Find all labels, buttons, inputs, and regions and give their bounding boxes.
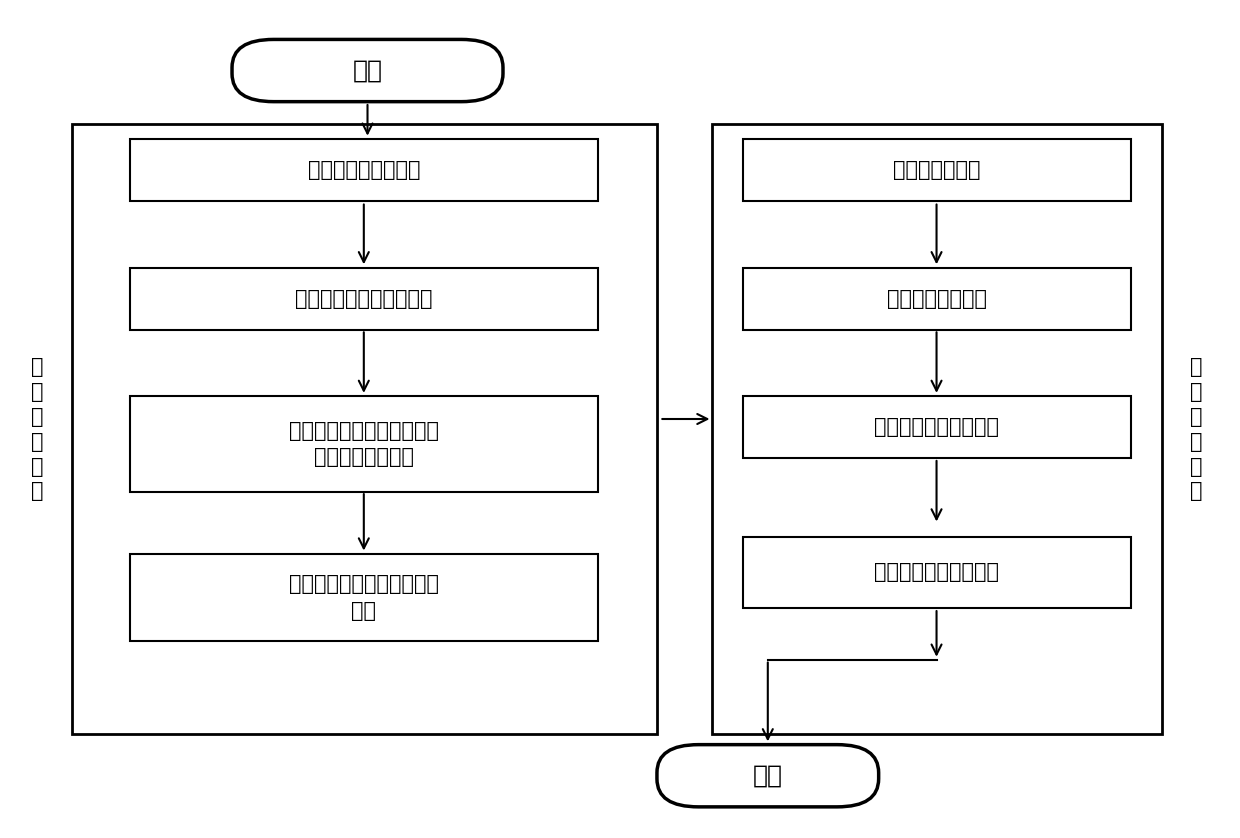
- Text: 数据按承力索、吊弦、接触
线分割和格式转换: 数据按承力索、吊弦、接触 线分割和格式转换: [289, 421, 439, 467]
- Bar: [743, 267, 1131, 330]
- Bar: [712, 125, 1162, 734]
- FancyBboxPatch shape: [232, 39, 503, 101]
- Bar: [743, 537, 1131, 608]
- Text: 读取接触网设计参数: 读取接触网设计参数: [308, 160, 420, 180]
- Bar: [130, 267, 598, 330]
- Text: 读取顶点索引存储矩阵: 读取顶点索引存储矩阵: [874, 417, 999, 437]
- Bar: [130, 396, 598, 492]
- Bar: [72, 125, 657, 734]
- Text: 解析承力索、吊弦、接触线
数据: 解析承力索、吊弦、接触线 数据: [289, 574, 439, 621]
- Text: 模型三角顶点计算: 模型三角顶点计算: [887, 289, 987, 308]
- Bar: [743, 139, 1131, 201]
- Text: 三
维
模
型
建
模: 三 维 模 型 建 模: [1190, 357, 1203, 501]
- Bar: [743, 396, 1131, 458]
- Text: 绘制三角面、网格渲染: 绘制三角面、网格渲染: [874, 562, 999, 582]
- Text: 结束: 结束: [753, 763, 782, 788]
- FancyBboxPatch shape: [657, 745, 879, 807]
- Text: 模型法向量计算: 模型法向量计算: [893, 160, 981, 180]
- Bar: [130, 554, 598, 641]
- Text: 接触网静态平衡参数计算: 接触网静态平衡参数计算: [295, 289, 433, 308]
- Text: 三
维
数
据
准
备: 三 维 数 据 准 备: [31, 357, 43, 501]
- Text: 开始: 开始: [352, 59, 382, 82]
- Bar: [130, 139, 598, 201]
